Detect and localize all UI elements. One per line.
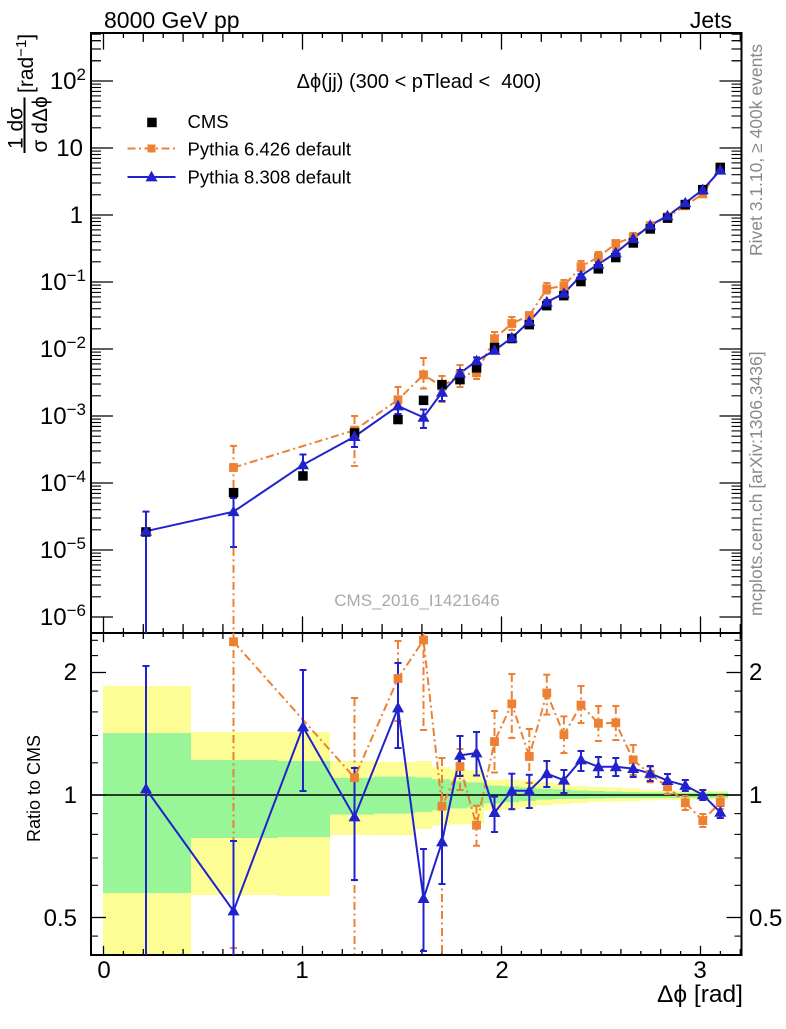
svg-text:Pythia 6.426 default: Pythia 6.426 default: [188, 139, 352, 160]
svg-text:σ dΔϕ: σ dΔϕ: [29, 96, 52, 152]
svg-text:CMS: CMS: [188, 111, 229, 132]
svg-text:0.5: 0.5: [44, 905, 77, 932]
svg-text:3: 3: [693, 957, 706, 984]
svg-text:2: 2: [64, 659, 77, 686]
svg-text:Δϕ(jj) (300 < pTlead < 400): Δϕ(jj) (300 < pTlead < 400): [297, 71, 542, 93]
svg-text:Jets: Jets: [690, 7, 732, 33]
svg-text:10: 10: [56, 135, 83, 162]
svg-text:mcplots.cern.ch [arXiv:1306.34: mcplots.cern.ch [arXiv:1306.3436]: [746, 351, 766, 616]
svg-text:2: 2: [749, 659, 762, 686]
svg-text:1: 1: [749, 782, 762, 809]
svg-text:10−6: 10−6: [40, 601, 86, 631]
svg-text:1 dσ: 1 dσ: [5, 107, 28, 149]
svg-text:Pythia 8.308 default: Pythia 8.308 default: [188, 167, 352, 188]
svg-text:0.5: 0.5: [749, 905, 782, 932]
svg-text:1: 1: [70, 202, 83, 229]
svg-text:8000 GeV pp: 8000 GeV pp: [104, 7, 240, 33]
svg-text:1: 1: [295, 957, 308, 984]
svg-text:2: 2: [495, 957, 508, 984]
svg-text:[rad−1]: [rad−1]: [13, 34, 38, 93]
svg-text:Ratio to CMS: Ratio to CMS: [24, 735, 44, 842]
svg-text:Δϕ [rad]: Δϕ [rad]: [657, 981, 743, 1008]
svg-text:0: 0: [97, 957, 110, 984]
svg-text:CMS_2016_I1421646: CMS_2016_I1421646: [334, 591, 499, 610]
svg-text:Rivet 3.1.10, ≥ 400k events: Rivet 3.1.10, ≥ 400k events: [746, 44, 766, 256]
svg-text:1: 1: [64, 782, 77, 809]
